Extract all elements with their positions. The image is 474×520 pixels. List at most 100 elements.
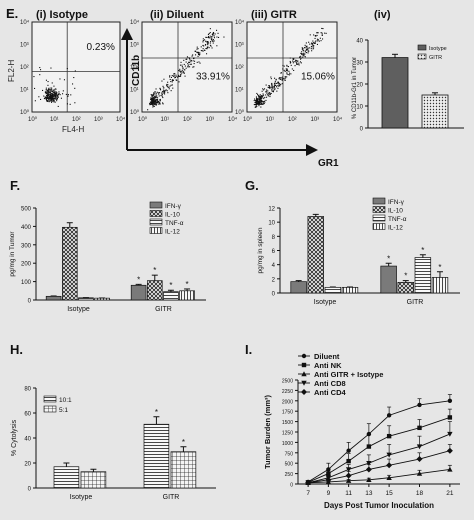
facs-dot [46, 92, 48, 94]
facs-dot [164, 89, 166, 91]
f-legend-swatch [149, 210, 163, 217]
facs-ytick: 10³ [235, 43, 244, 49]
f-sig-star: * [153, 266, 156, 275]
facs-dot [170, 84, 172, 86]
facs-dot [287, 70, 289, 72]
f-sig-star: * [169, 281, 172, 290]
facs-dot [58, 91, 60, 93]
facs-dot [217, 32, 219, 34]
facs-dot [156, 102, 158, 104]
facs-dot [153, 101, 155, 103]
facs-dot [281, 76, 283, 78]
facs-dot [213, 32, 215, 34]
facs-dot [163, 91, 165, 93]
facs-dot [296, 63, 298, 65]
facs-dot [292, 60, 294, 62]
facs-dot [273, 86, 275, 88]
facs-dot [274, 82, 276, 84]
facs-dot [60, 97, 62, 99]
facs-dot [151, 95, 153, 97]
facs-dot [209, 37, 211, 39]
facs-dot [307, 47, 309, 49]
cd11b-arrow-head [121, 28, 133, 40]
facs-dot [150, 103, 152, 105]
i-point [386, 413, 392, 418]
facs-dot [157, 98, 159, 100]
facs-dot [212, 39, 214, 41]
facs-dot [264, 101, 266, 103]
facs-dot [258, 100, 260, 102]
facs-dot [48, 91, 50, 93]
facs-dot [165, 89, 167, 91]
facs-dot [50, 95, 52, 97]
facs-dot [175, 76, 177, 78]
facs-dot [259, 98, 261, 100]
facs-dot [255, 99, 257, 101]
facs-dot [48, 101, 50, 103]
f-category-label: Isotype [67, 306, 90, 313]
facs-dot [278, 82, 280, 84]
facs-ytick: 10² [20, 65, 29, 71]
facs-dot [191, 55, 193, 57]
facs-dot [160, 89, 162, 91]
f-category-label: GITR [155, 306, 172, 313]
facs-dot [277, 81, 279, 83]
facs-dot [183, 59, 185, 61]
facs-dot [59, 78, 61, 80]
g-legend-label: IFN-γ [388, 199, 405, 206]
facs-dot [49, 97, 51, 99]
facs-dot [49, 89, 51, 91]
i-ytick-label: 1750 [282, 410, 293, 416]
facs-dot [54, 101, 56, 103]
facs-dot [53, 97, 55, 99]
i-point [416, 456, 423, 463]
f-ytick-label: 0 [28, 299, 32, 305]
facs-dot [153, 97, 155, 99]
i-point [345, 467, 352, 473]
facs-dot [160, 95, 162, 97]
facs-dot [162, 103, 164, 105]
g-legend-label: IL-12 [388, 225, 403, 232]
facs-dot [209, 28, 211, 30]
facs-dot [188, 57, 190, 59]
facs-dot [198, 61, 200, 63]
facs-dot [213, 37, 215, 39]
facs-dot [187, 66, 189, 68]
facs-dot [287, 74, 289, 76]
i-point [325, 476, 332, 483]
facs-dot [54, 92, 56, 94]
facs-dot [302, 53, 304, 55]
facs-dot [163, 92, 165, 94]
facs-dot [48, 88, 50, 90]
facs-dot [189, 59, 191, 61]
facs-dot [310, 48, 312, 50]
facs-dot [259, 94, 261, 96]
facs-dot [171, 84, 173, 86]
facs-dot [53, 89, 55, 91]
i-point [447, 466, 453, 472]
i-point [386, 475, 392, 480]
facs-dot [269, 94, 271, 96]
facs-dot [183, 71, 185, 73]
facs-dot [47, 96, 49, 98]
facs-dot [179, 75, 181, 77]
facs-dot [301, 53, 303, 55]
facs-dot [300, 62, 302, 64]
facs-dot [47, 94, 49, 96]
facs-dot [178, 74, 180, 76]
facs-dot [47, 97, 49, 99]
i-point [417, 425, 422, 431]
facs-dot [166, 85, 168, 87]
i-point [386, 462, 393, 469]
facs-dot [52, 100, 54, 102]
g-sig-star: * [404, 272, 407, 281]
facs-dot [149, 103, 151, 105]
facs-dot [279, 77, 281, 79]
facs-dot [311, 42, 313, 44]
facs-dot [195, 50, 197, 52]
facs-dot [164, 91, 166, 93]
facs-dot [216, 45, 218, 47]
facs-dot [154, 101, 156, 103]
i-legend-marker [301, 389, 307, 395]
facs-dot [282, 64, 284, 66]
